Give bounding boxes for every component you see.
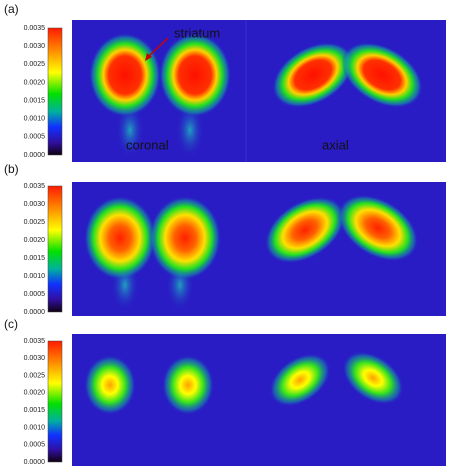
colorbar-tick-label: 0.0010 bbox=[24, 424, 46, 431]
colorbar-tick-label: 0.0000 bbox=[24, 309, 46, 316]
colorbar-tick-label: 0.0010 bbox=[24, 116, 46, 123]
blob bbox=[149, 196, 221, 280]
panel-c bbox=[72, 334, 446, 466]
panel-a: striatum coronal axial bbox=[72, 20, 446, 162]
blob bbox=[84, 355, 136, 415]
colorbar-tick-label: 0.0025 bbox=[24, 61, 46, 68]
colorbar-tick-label: 0.0015 bbox=[24, 255, 46, 262]
colorbar-tick-label: 0.0025 bbox=[24, 219, 46, 226]
colorbar bbox=[48, 28, 62, 155]
colorbar-tick-label: 0.0035 bbox=[24, 338, 46, 345]
colorbar bbox=[48, 186, 62, 312]
colorbar-tick-label: 0.0005 bbox=[24, 291, 46, 298]
colorbar-tick-label: 0.0005 bbox=[24, 442, 46, 449]
panel-label: (a) bbox=[4, 2, 19, 16]
colorbar-tick-label: 0.0005 bbox=[24, 134, 46, 141]
panel-b bbox=[72, 181, 446, 316]
panel-label: (b) bbox=[4, 162, 19, 176]
colorbar-tick-label: 0.0030 bbox=[24, 43, 46, 50]
blob bbox=[84, 196, 156, 280]
colorbar-tick-label: 0.0020 bbox=[24, 390, 46, 397]
colorbar bbox=[48, 341, 62, 462]
colorbar-tick-label: 0.0035 bbox=[24, 183, 46, 190]
colorbar-tick-label: 0.0020 bbox=[24, 237, 46, 244]
blob bbox=[159, 33, 231, 117]
colorbar-tick-label: 0.0030 bbox=[24, 355, 46, 362]
blob bbox=[89, 33, 161, 117]
page: {"panels": [ {"label": "(a)", "colorbar_… bbox=[0, 0, 451, 470]
panel-label: (c) bbox=[4, 317, 18, 331]
colorbar-tick-label: 0.0000 bbox=[24, 459, 46, 466]
annotation: striatum bbox=[174, 25, 220, 40]
blob bbox=[162, 355, 214, 415]
figure: striatum coronal axial (a) 0.0035 0.0030 0.… bbox=[0, 0, 451, 470]
colorbar-tick-label: 0.0015 bbox=[24, 407, 46, 414]
view-label: coronal bbox=[126, 137, 169, 152]
colorbar-tick-label: 0.0035 bbox=[24, 25, 46, 32]
colorbar-tick-label: 0.0025 bbox=[24, 372, 46, 379]
colorbar-tick-label: 0.0000 bbox=[24, 152, 46, 159]
view-label: axial bbox=[322, 137, 349, 152]
colorbar-tick-label: 0.0015 bbox=[24, 97, 46, 104]
colorbar-tick-label: 0.0010 bbox=[24, 273, 46, 280]
colorbar-tick-label: 0.0020 bbox=[24, 79, 46, 86]
colorbar-tick-label: 0.0030 bbox=[24, 201, 46, 208]
